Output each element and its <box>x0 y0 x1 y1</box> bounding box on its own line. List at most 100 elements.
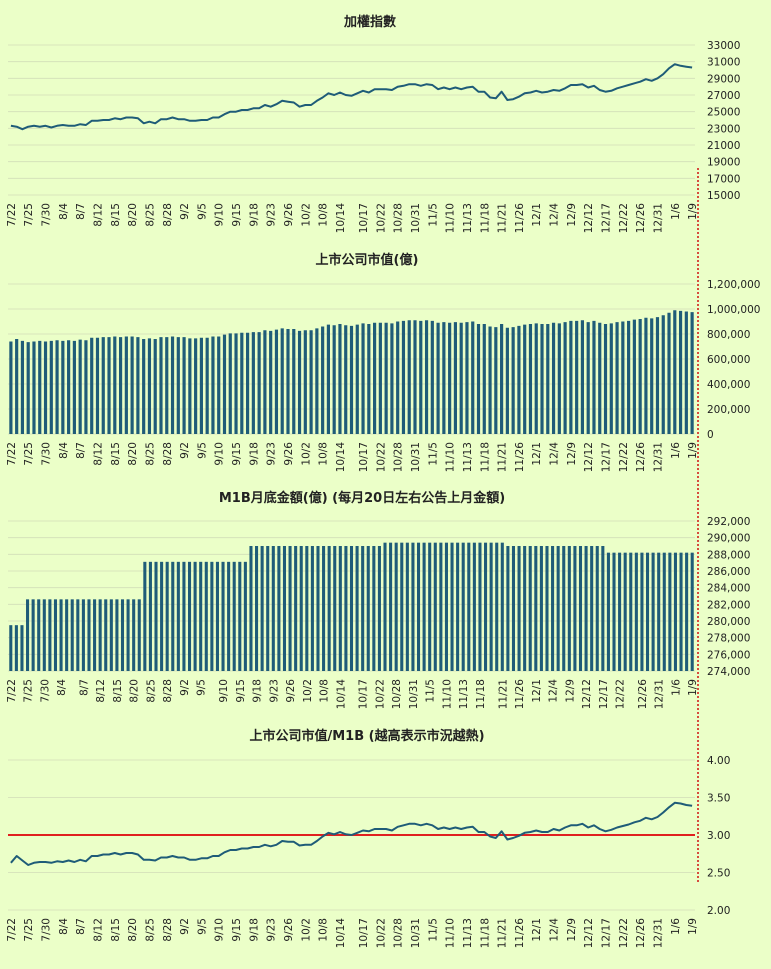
x-tick-label: 12/26 <box>635 203 647 234</box>
y-tick-label: 27000 <box>707 90 740 102</box>
y-tick-label: 286,000 <box>707 566 750 578</box>
bar <box>238 561 242 671</box>
bar <box>332 325 336 434</box>
bar <box>299 546 303 671</box>
bar <box>349 546 354 671</box>
bar <box>245 332 250 434</box>
bar <box>227 561 231 671</box>
x-tick-label: 8/15 <box>110 442 122 466</box>
x-tick-label: 9/2 <box>179 918 191 935</box>
bar <box>55 340 59 434</box>
x-tick-label: 10/17 <box>358 918 370 948</box>
x-tick-label: 7/22 <box>6 203 18 227</box>
bar <box>115 599 119 671</box>
x-tick-label: 8/4 <box>56 679 68 696</box>
x-tick-label: 8/28 <box>162 442 174 466</box>
bar <box>390 323 394 434</box>
x-tick-label: 12/1 <box>531 918 543 942</box>
bar <box>14 625 18 671</box>
bar <box>528 546 532 671</box>
x-tick-label: 11/21 <box>497 203 509 233</box>
bar <box>70 599 74 671</box>
x-tick-label: 11/5 <box>425 679 437 703</box>
bar <box>176 561 180 671</box>
x-tick-label: 8/12 <box>92 203 104 227</box>
x-tick-label: 9/23 <box>266 918 278 942</box>
x-tick-label: 1/9 <box>687 442 699 459</box>
bar <box>132 599 136 671</box>
bar <box>428 542 432 671</box>
bar <box>539 546 543 671</box>
x-tick-label: 12/1 <box>531 679 543 703</box>
bar <box>193 561 197 671</box>
x-tick-label: 1/9 <box>687 203 699 220</box>
x-tick-label: 10/17 <box>358 442 370 472</box>
bar <box>297 330 302 434</box>
x-tick-label: 10/14 <box>335 442 347 473</box>
bar <box>76 599 80 671</box>
x-tick-label: 10/22 <box>375 918 387 948</box>
bar <box>546 324 550 434</box>
x-tick-label: 11/10 <box>445 442 457 472</box>
bar <box>401 320 406 434</box>
x-tick-label: 9/5 <box>196 679 208 696</box>
bar <box>61 340 65 434</box>
bar <box>506 546 510 671</box>
bar <box>444 542 448 671</box>
bar <box>361 546 365 671</box>
y-tick-label: 1,200,000 <box>707 279 760 291</box>
bar <box>31 599 35 671</box>
x-tick-label: 9/15 <box>231 442 243 466</box>
bar <box>690 312 694 434</box>
y-tick-label: 600,000 <box>707 354 750 366</box>
x-tick-label: 8/12 <box>92 442 104 466</box>
x-tick-label: 8/4 <box>58 442 70 459</box>
bar <box>598 322 602 434</box>
bar <box>629 552 633 671</box>
y-tick-label: 33000 <box>707 40 740 52</box>
bar <box>20 340 25 434</box>
x-tick-label: 7/22 <box>6 918 18 942</box>
bar <box>442 322 446 434</box>
x-tick-label: 10/14 <box>335 203 347 234</box>
x-tick-label: 8/15 <box>110 203 122 227</box>
bar <box>655 317 660 434</box>
bar <box>349 325 354 434</box>
y-tick-label: 3.50 <box>707 793 730 805</box>
bar <box>459 322 463 434</box>
y-tick-label: 400,000 <box>707 379 750 391</box>
bar <box>394 542 398 671</box>
bar <box>188 338 192 434</box>
x-tick-label: 11/5 <box>427 203 439 227</box>
bar <box>310 546 314 671</box>
x-tick-label: 12/31 <box>652 918 664 948</box>
y-tick-label: 29000 <box>707 73 740 85</box>
series-line <box>10 63 693 131</box>
x-tick-label: 9/18 <box>248 203 260 227</box>
x-tick-label: 8/7 <box>75 918 87 935</box>
market-cap-chart-title: 上市公司市值(億) <box>316 252 419 268</box>
bar <box>595 546 599 671</box>
bar <box>67 340 71 434</box>
bar <box>465 322 469 434</box>
bar <box>240 332 244 434</box>
x-tick-label: 11/18 <box>479 918 491 948</box>
x-tick-label: 12/12 <box>583 442 595 472</box>
bar <box>137 599 141 671</box>
x-tick-label: 12/9 <box>566 442 578 466</box>
y-tick-label: 290,000 <box>707 533 750 545</box>
bar <box>32 341 36 434</box>
bar <box>113 336 117 434</box>
x-tick-label: 10/2 <box>300 203 312 227</box>
y-tick-label: 0 <box>707 429 714 441</box>
x-tick-label: 7/25 <box>23 918 35 942</box>
bar <box>243 561 247 671</box>
bar <box>489 542 493 671</box>
bar <box>95 337 100 434</box>
bar <box>118 337 123 434</box>
bar <box>484 542 488 671</box>
y-tick-label: 280,000 <box>707 616 750 628</box>
x-tick-label: 8/4 <box>58 918 70 935</box>
bar <box>294 546 298 671</box>
bar <box>107 337 111 434</box>
